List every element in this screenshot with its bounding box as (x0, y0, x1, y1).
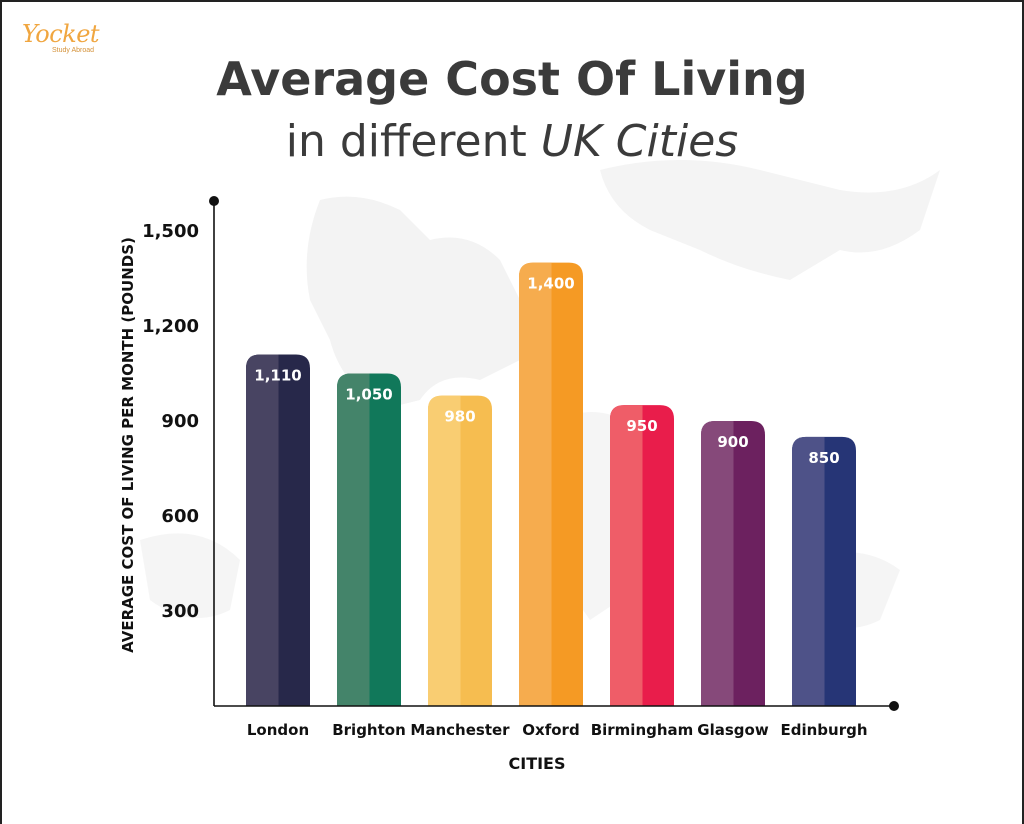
y-tick-labels: 300 600 900 1,200 1,500 (142, 221, 199, 622)
value-label-manchester: 980 (444, 408, 475, 426)
bar-edinburgh (792, 436, 856, 706)
value-label-glasgow: 900 (717, 433, 748, 451)
category-label-manchester: Manchester (410, 721, 510, 739)
y-tick-600: 600 (161, 506, 199, 527)
value-label-brighton: 1,050 (345, 386, 392, 404)
value-label-birmingham: 950 (626, 417, 657, 435)
logo-wordmark: Yocket (22, 20, 100, 48)
chart-title: Average Cost Of Living (216, 52, 808, 106)
bar-oxford (519, 262, 583, 706)
value-label-london: 1,110 (254, 367, 301, 385)
chart-subtitle: in different UK Cities (0, 116, 1024, 167)
bar-glasgow (701, 421, 765, 706)
y-axis-title: AVERAGE COST OF LIVING PER MONTH (POUNDS… (119, 237, 137, 653)
category-label-brighton: Brighton (332, 721, 406, 739)
logo-tagline: Study Abroad (52, 47, 95, 54)
value-label-edinburgh: 850 (808, 449, 839, 467)
value-label-oxford: 1,400 (527, 275, 574, 293)
subtitle-emphasis: UK Cities (540, 116, 739, 167)
category-label-glasgow: Glasgow (697, 721, 769, 739)
bars-group: 1,110 1,050 980 1,400 950 900 850 (246, 262, 856, 706)
x-axis-end-dot (889, 701, 899, 711)
bar-birmingham (610, 405, 674, 706)
bar-london (246, 354, 310, 706)
axes-group (209, 196, 899, 711)
bar-manchester (428, 395, 492, 706)
category-label-london: London (247, 721, 309, 739)
category-label-edinburgh: Edinburgh (780, 721, 867, 739)
category-label-birmingham: Birmingham (591, 721, 694, 739)
y-tick-300: 300 (161, 601, 199, 622)
y-tick-1200: 1,200 (142, 316, 199, 337)
x-tick-labels: London Brighton Manchester Oxford Birmingham… (247, 721, 868, 739)
y-tick-1500: 1,500 (142, 221, 199, 242)
y-tick-900: 900 (161, 411, 199, 432)
bar-brighton (337, 373, 401, 706)
subtitle-plain: in different (285, 116, 541, 167)
category-label-oxford: Oxford (522, 721, 579, 739)
yocket-logo: Yocket Study Abroad (22, 20, 112, 60)
x-axis-title: CITIES (508, 754, 566, 773)
y-axis-end-dot (209, 196, 219, 206)
